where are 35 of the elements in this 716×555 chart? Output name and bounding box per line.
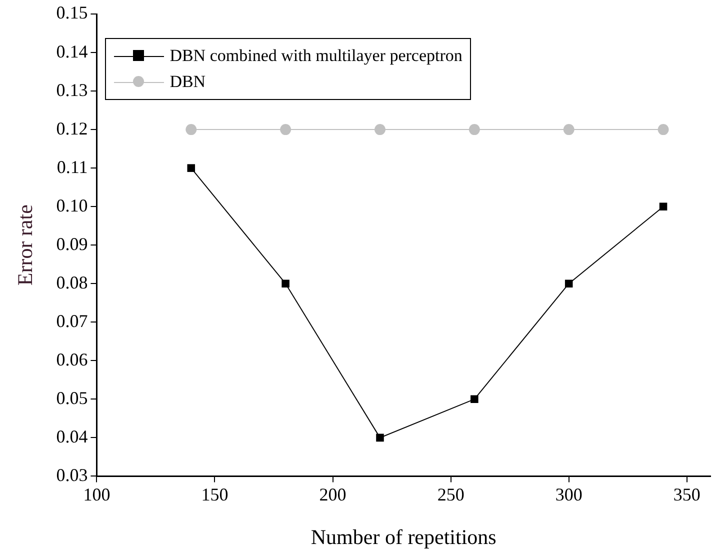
y-tick-label: 0.13 xyxy=(56,80,88,100)
x-tick-label: 350 xyxy=(673,484,700,505)
y-tick-label: 0.07 xyxy=(56,310,88,331)
point xyxy=(658,124,669,136)
point xyxy=(563,124,574,136)
y-tick-label: 0.08 xyxy=(56,272,88,292)
y-tick-label: 0.06 xyxy=(56,349,88,370)
point xyxy=(470,395,478,404)
point xyxy=(280,124,292,136)
y-tick-label: 0.03 xyxy=(56,464,88,485)
x-tick-label: 150 xyxy=(201,484,228,505)
point xyxy=(282,280,290,288)
x-axis-title: Number of repetitions xyxy=(310,524,496,549)
y-tick-label: 0.10 xyxy=(56,195,88,216)
y-tick-label: 0.09 xyxy=(56,234,88,254)
point xyxy=(374,124,386,136)
y-tick-label: 0.12 xyxy=(56,118,88,138)
y-axis-title: Error rate xyxy=(13,204,38,286)
y-tick-label: 0.04 xyxy=(56,426,88,446)
point xyxy=(376,434,384,442)
y-tick-label: 0.14 xyxy=(56,41,88,62)
point xyxy=(564,280,573,288)
x-tick-label: 300 xyxy=(555,484,582,505)
legend-label: DBN xyxy=(170,72,206,92)
y-tick-label: 0.15 xyxy=(56,2,88,23)
x-tick-label: 100 xyxy=(83,484,110,505)
x-tick-label: 250 xyxy=(437,484,464,505)
x-tick-label: 200 xyxy=(319,484,346,505)
point xyxy=(186,124,197,136)
point xyxy=(468,124,480,136)
y-tick-label: 0.11 xyxy=(56,156,88,177)
point xyxy=(187,164,196,172)
y-tick-label: 0.05 xyxy=(56,388,88,408)
point xyxy=(659,202,668,210)
legend-label: DBN combined with multilayer perceptron xyxy=(170,46,462,66)
